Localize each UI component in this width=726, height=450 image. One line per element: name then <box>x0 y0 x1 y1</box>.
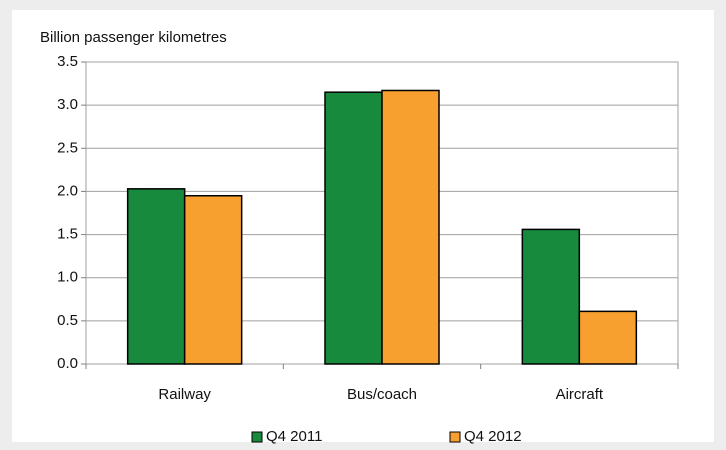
y-tick-label: 3.5 <box>57 53 78 70</box>
bar <box>324 91 383 365</box>
x-tick-label: Aircraft <box>556 386 604 403</box>
y-axis-label: Billion passenger kilometres <box>40 29 227 46</box>
y-tick-label: 2.5 <box>57 139 78 156</box>
legend-label: Q4 2011 <box>266 428 322 445</box>
y-tick-label: 0.0 <box>57 355 78 372</box>
y-tick-label: 2.0 <box>57 182 78 199</box>
bar <box>126 188 186 365</box>
legend-label: Q4 2012 <box>464 428 522 445</box>
legend-swatch <box>251 431 263 443</box>
x-tick-label: Bus/coach <box>347 386 417 403</box>
y-tick-label: 0.5 <box>57 312 78 329</box>
legend-swatch <box>449 431 461 443</box>
y-tick-label: 1.5 <box>57 226 78 243</box>
bar <box>521 228 581 365</box>
bar <box>381 89 440 365</box>
y-tick-label: 1.0 <box>57 269 78 286</box>
x-tick-label: Railway <box>158 386 211 403</box>
y-tick-label: 3.0 <box>57 96 78 113</box>
bar <box>578 310 638 365</box>
bar <box>183 194 243 365</box>
